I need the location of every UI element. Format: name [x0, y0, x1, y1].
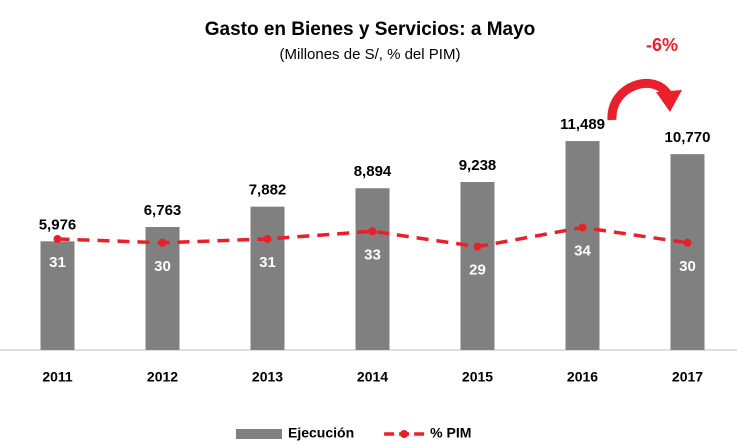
bar-value-label: 5,976 [39, 216, 77, 233]
x-tick-label: 2013 [252, 369, 283, 385]
line-value-label: 31 [259, 254, 276, 271]
bar [145, 226, 180, 350]
bar [355, 188, 390, 350]
bar-value-label: 9,238 [459, 157, 497, 174]
bar [670, 154, 705, 350]
line-value-label: 30 [679, 258, 696, 275]
line-point [368, 227, 377, 236]
x-tick-label: 2014 [357, 369, 388, 385]
line-value-label: 34 [574, 242, 591, 259]
line-value-label: 29 [469, 262, 486, 279]
annotation: -6% [646, 35, 678, 55]
chart-title: Gasto en Bienes y Servicios: a Mayo [205, 19, 536, 40]
legend-swatch [236, 429, 282, 439]
x-tick-label: 2012 [147, 369, 178, 385]
bar [40, 241, 75, 350]
bar-value-label: 6,763 [144, 202, 182, 219]
line-point [263, 234, 272, 243]
line-point [53, 234, 62, 243]
bar-value-label: 8,894 [354, 163, 392, 180]
legend-label: Ejecución [288, 425, 354, 441]
annotation-arrow [607, 79, 672, 121]
line-point [473, 242, 482, 251]
x-tick-label: 2015 [462, 369, 493, 385]
legend-label: % PIM [430, 425, 471, 441]
line-value-label: 33 [364, 246, 381, 263]
x-tick-label: 2016 [567, 369, 598, 385]
line-value-label: 31 [49, 254, 66, 271]
bar-value-label: 7,882 [249, 182, 287, 199]
line-point [683, 238, 692, 247]
line-point [578, 223, 587, 232]
line-value-label: 30 [154, 258, 171, 275]
x-tick-label: 2011 [42, 369, 73, 385]
bar [250, 206, 285, 350]
bar-value-label: 10,770 [665, 129, 711, 146]
bar-value-label: 11,489 [560, 116, 605, 133]
bar [460, 181, 495, 350]
legend-swatch-point [400, 430, 409, 438]
x-tick-label: 2017 [672, 369, 703, 385]
bar [565, 141, 600, 350]
chart-subtitle: (Millones de S/, % del PIM) [280, 46, 461, 63]
line-point [158, 238, 167, 247]
annotation-arrowhead [656, 90, 682, 112]
